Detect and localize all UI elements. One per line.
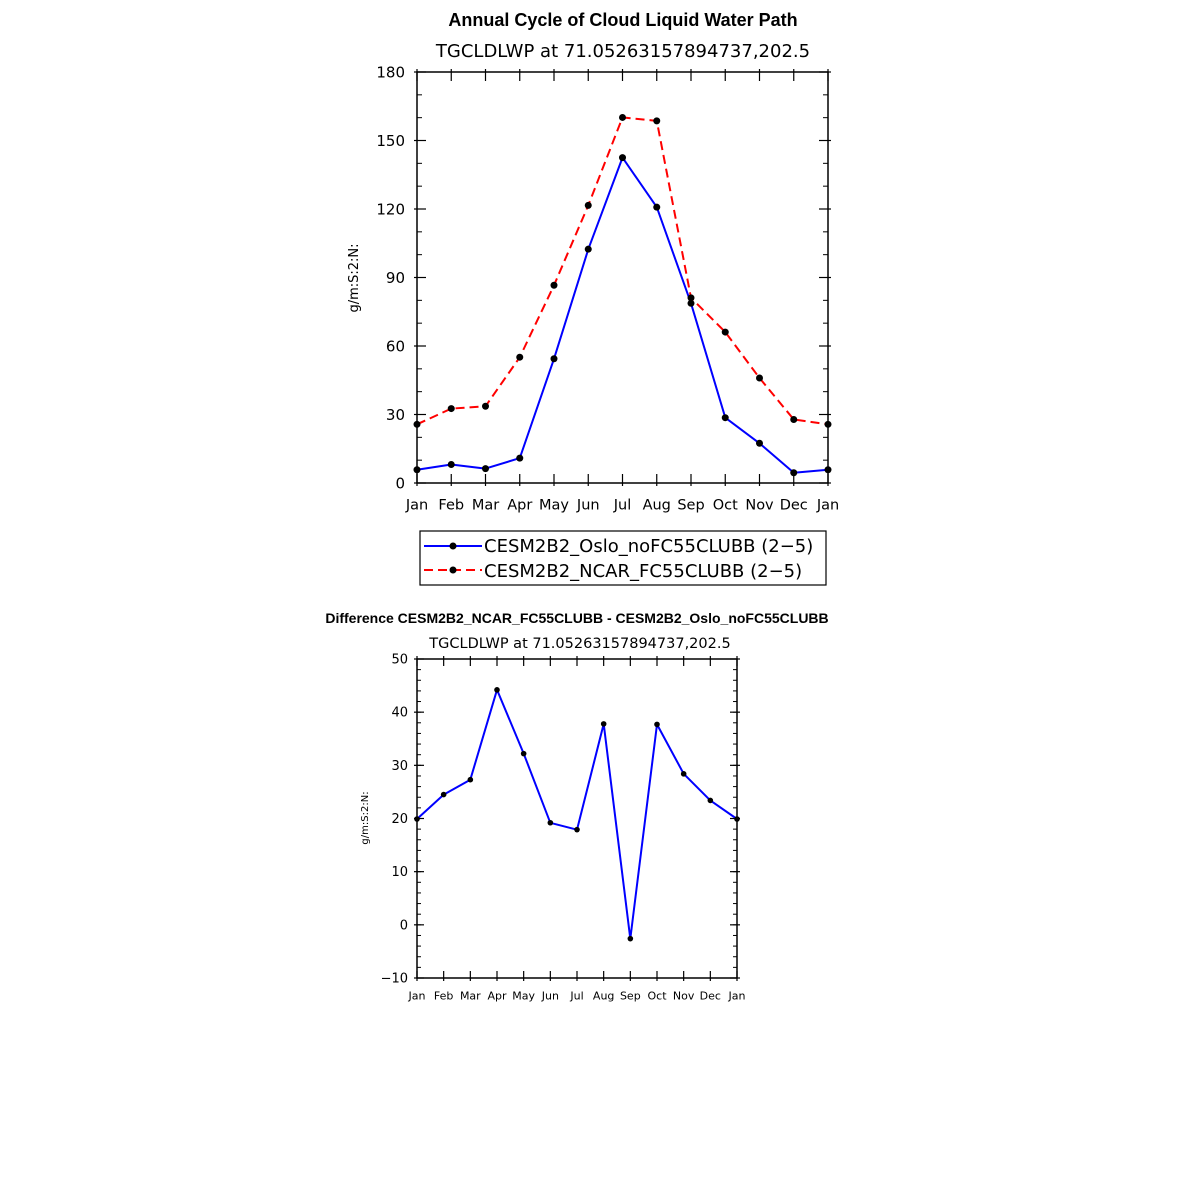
difference-chart: Difference CESM2B2_NCAR_FC55CLUBB - CESM… [325, 610, 828, 1003]
data-point [824, 420, 832, 428]
y-tick-label: 150 [376, 132, 405, 150]
x-tick-label: Dec [700, 990, 721, 1003]
data-point [447, 405, 455, 413]
x-tick-label: Jan [405, 498, 428, 514]
x-tick-label: Aug [643, 498, 671, 514]
chart-subtitle: TGCLDLWP at 71.05263157894737,202.5 [435, 41, 810, 62]
data-point [600, 721, 607, 727]
y-axis-label: g/m:S:2:N: [360, 791, 371, 844]
x-tick-label: Nov [745, 498, 774, 514]
x-tick-label: Nov [673, 990, 695, 1003]
y-tick-label: 120 [376, 200, 405, 218]
x-tick-label: Jan [816, 498, 839, 514]
y-tick-label: 30 [391, 759, 408, 774]
y-tick-label: 50 [391, 653, 408, 668]
y-tick-label: 180 [376, 63, 405, 81]
legend-entry-0: CESM2B2_Oslo_noFC55CLUBB (2−5) [424, 536, 813, 557]
data-point [520, 750, 527, 757]
legend-marker-1 [449, 566, 457, 574]
x-tick-label: Aug [593, 990, 614, 1003]
x-tick-label: Jan [728, 990, 746, 1003]
data-point [584, 245, 592, 253]
y-tick-label: 30 [386, 406, 405, 424]
series-0 [414, 687, 740, 942]
x-tick-label: Jun [541, 990, 559, 1003]
series-0 [413, 154, 832, 477]
y-tick-label: 0 [400, 918, 408, 933]
data-point [619, 113, 626, 121]
series-1 [413, 113, 832, 428]
data-point [680, 771, 687, 777]
x-tick-label: Apr [507, 498, 532, 514]
x-tick-label: Feb [434, 990, 453, 1003]
data-point [619, 154, 626, 162]
data-point [687, 294, 695, 302]
data-point [654, 721, 660, 728]
data-point [482, 402, 489, 410]
x-tick-label: Sep [620, 990, 641, 1003]
legend-marker-0 [449, 542, 457, 550]
data-point [550, 281, 558, 289]
y-tick-label: 60 [386, 337, 405, 355]
y-tick-label: 40 [391, 706, 408, 721]
legend-label-0: CESM2B2_Oslo_noFC55CLUBB (2−5) [484, 536, 813, 557]
x-tick-label: May [539, 498, 569, 514]
data-point [467, 776, 474, 783]
y-tick-label: 90 [386, 269, 405, 287]
data-point [574, 826, 580, 833]
x-tick-label: Oct [647, 990, 667, 1003]
data-point [756, 374, 763, 382]
data-point [687, 299, 695, 307]
annual-cycle-chart: Annual Cycle of Cloud Liquid Water Path … [347, 10, 839, 586]
data-point [721, 328, 729, 336]
data-point [790, 416, 798, 424]
data-point [447, 461, 455, 469]
x-tick-label: Jun [576, 498, 600, 514]
data-point [482, 465, 489, 473]
data-point [824, 466, 832, 474]
chart-subtitle: TGCLDLWP at 71.05263157894737,202.5 [428, 636, 730, 652]
x-tick-label: May [512, 990, 535, 1003]
data-point [721, 414, 729, 422]
data-point [653, 203, 661, 211]
data-point [494, 687, 500, 693]
y-tick-label: 0 [395, 474, 405, 492]
data-point [550, 355, 558, 363]
data-point [734, 816, 740, 822]
legend-box [419, 530, 827, 586]
legend-entry-1: CESM2B2_NCAR_FC55CLUBB (2−5) [424, 561, 802, 582]
x-tick-label: Sep [677, 498, 704, 514]
data-point [413, 420, 421, 428]
legend-label-1: CESM2B2_NCAR_FC55CLUBB (2−5) [484, 561, 802, 582]
x-tick-label: Jul [569, 990, 583, 1003]
x-tick-label: Dec [780, 498, 808, 514]
data-point [756, 439, 763, 447]
data-point [707, 797, 714, 804]
data-point [547, 819, 554, 826]
x-tick-label: Oct [713, 498, 738, 514]
data-point [413, 466, 421, 474]
y-tick-label: 10 [391, 865, 408, 880]
chart-title: Difference CESM2B2_NCAR_FC55CLUBB - CESM… [325, 610, 828, 626]
x-tick-label: Feb [438, 498, 464, 514]
y-tick-label: −10 [381, 972, 408, 987]
data-point [440, 791, 447, 798]
data-point [584, 201, 592, 209]
x-tick-label: Apr [487, 990, 507, 1003]
data-point [653, 117, 661, 125]
data-point [414, 816, 420, 822]
x-tick-label: Jan [408, 990, 426, 1003]
data-point [790, 469, 798, 477]
x-tick-label: Mar [472, 498, 499, 514]
chart-title: Annual Cycle of Cloud Liquid Water Path [448, 10, 797, 30]
data-point [627, 935, 634, 942]
data-point [516, 353, 524, 361]
x-tick-label: Jul [613, 498, 632, 514]
data-point [516, 454, 524, 462]
legend: CESM2B2_Oslo_noFC55CLUBB (2−5) CESM2B2_N… [419, 530, 827, 586]
y-axis-label: g/m:S:2:N: [347, 243, 362, 312]
y-tick-label: 20 [391, 812, 408, 827]
x-tick-label: Mar [460, 990, 481, 1003]
